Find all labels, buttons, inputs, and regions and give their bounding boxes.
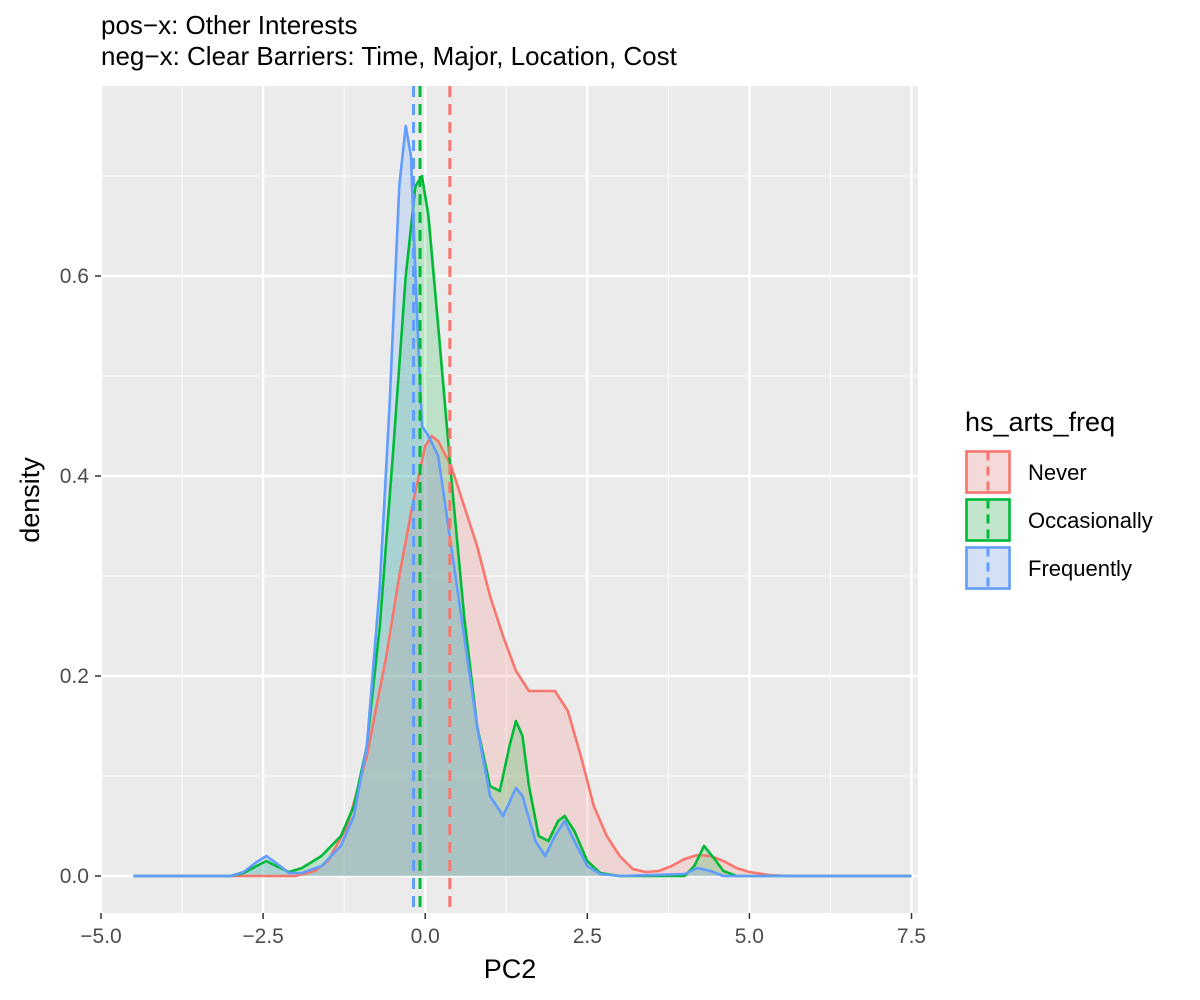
grid-lines bbox=[99, 86, 918, 913]
x-tick-label: −5.0 bbox=[80, 925, 121, 948]
plot-panel bbox=[101, 86, 918, 913]
density-lines bbox=[133, 124, 912, 878]
density-areas bbox=[133, 126, 912, 876]
density-line-never bbox=[133, 434, 912, 878]
y-axis-title: density bbox=[15, 457, 45, 543]
density-area-never bbox=[133, 436, 912, 876]
legend-title: hs_arts_freq bbox=[965, 407, 1115, 437]
y-tick-label: 0.2 bbox=[60, 665, 89, 688]
legend-label-never: Never bbox=[1028, 460, 1087, 485]
x-tick-label: 7.5 bbox=[897, 925, 926, 948]
mean-lines bbox=[412, 86, 452, 913]
y-tick-label: 0.4 bbox=[60, 465, 90, 488]
legend: Never Occasionally Frequently bbox=[965, 450, 1153, 590]
chart-title-line-1: pos−x: Other Interests bbox=[101, 10, 358, 40]
y-tick-label: 0.0 bbox=[60, 865, 89, 888]
x-tick-label: 2.5 bbox=[573, 925, 602, 948]
legend-label-frequently: Frequently bbox=[1028, 556, 1132, 581]
density-line-frequently bbox=[133, 124, 912, 878]
legend-label-occasionally: Occasionally bbox=[1028, 508, 1153, 533]
x-tick-label: −2.5 bbox=[242, 925, 283, 948]
x-axis-title: PC2 bbox=[484, 954, 537, 984]
x-tick-label: 0.0 bbox=[411, 925, 440, 948]
chart-title-line-2: neg−x: Clear Barriers: Time, Major, Loca… bbox=[101, 41, 678, 71]
axes: −5.0 −2.5 0.0 2.5 5.0 7.5 0.0 0.2 0.4 0.6 bbox=[60, 265, 926, 948]
x-tick-label: 5.0 bbox=[735, 925, 764, 948]
y-tick-label: 0.6 bbox=[60, 265, 89, 288]
